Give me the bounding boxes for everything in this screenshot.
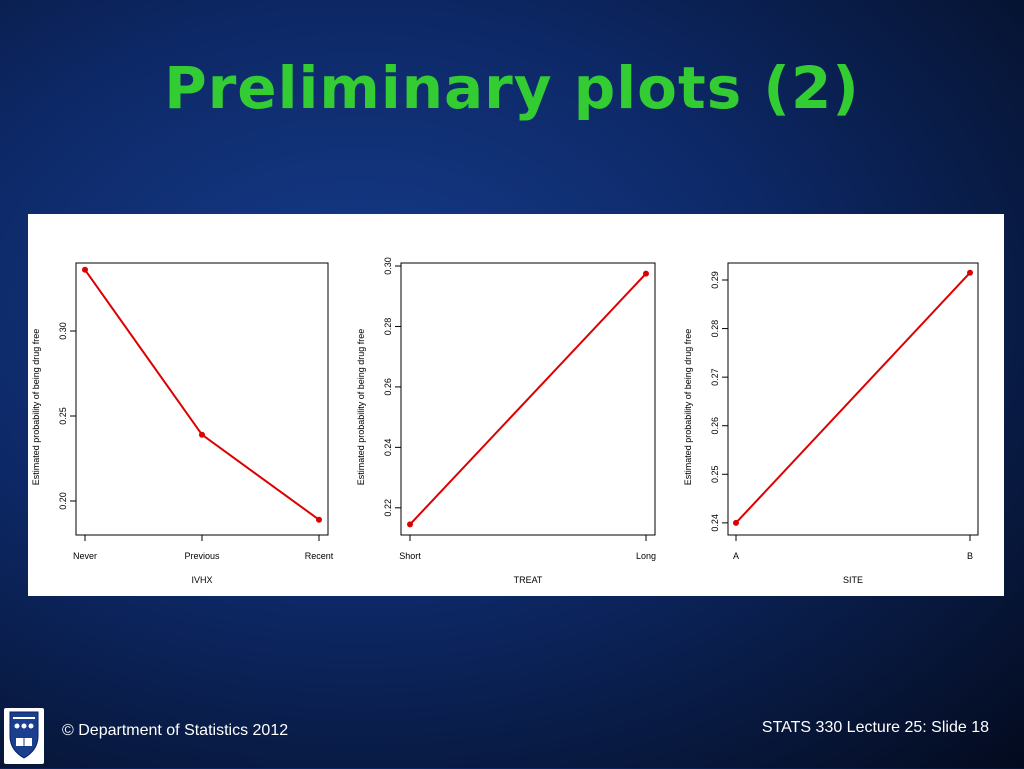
y-tick-label: 0.25 [710, 466, 720, 484]
chart-1: 0.20 0.25 0.30 Never Previous Recent IVHX Estim… [31, 262, 334, 585]
x-tick-label: A [733, 551, 739, 561]
x-tick-label: Recent [305, 551, 334, 561]
y-tick-label: 0.26 [710, 417, 720, 435]
chart-2: 0.22 0.24 0.26 0.28 0.30 Short Long TREAT Estima… [356, 257, 656, 585]
x-axis-label: SITE [843, 575, 863, 585]
chart-3: 0.24 0.25 0.26 0.27 0.28 0.29 A B SITE Estimated … [683, 262, 979, 585]
data-point [199, 431, 205, 438]
y-tick-label: 0.27 [710, 368, 720, 386]
data-point [316, 516, 322, 523]
y-tick-label: 0.30 [58, 322, 68, 340]
y-tick-label: 0.30 [383, 257, 393, 275]
y-axis-label: Estimated probability of being drug free [683, 329, 693, 486]
plot-frame [400, 262, 656, 536]
y-tick-label: 0.26 [383, 378, 393, 396]
y-tick-label: 0.25 [58, 407, 68, 425]
x-axis-label: IVHX [191, 575, 212, 585]
university-crest-icon [4, 708, 44, 764]
slide-title: Preliminary plots (2) [164, 54, 860, 122]
footer-copyright: © Department of Statistics 2012 [62, 722, 289, 739]
series-line [735, 272, 971, 524]
x-tick-label: Short [399, 551, 421, 561]
y-tick-label: 0.29 [710, 271, 720, 289]
series-line [409, 272, 647, 526]
y-tick-label: 0.28 [710, 320, 720, 338]
data-point [643, 270, 649, 277]
chart-panel: 0.20 0.25 0.30 Never Previous Recent IVHX Estim… [28, 214, 1004, 596]
data-point [82, 266, 88, 273]
y-tick-label: 0.20 [58, 492, 68, 510]
data-point [733, 519, 739, 526]
y-tick-label: 0.24 [383, 439, 393, 457]
y-tick-label: 0.24 [710, 514, 720, 532]
y-tick-label: 0.22 [383, 499, 393, 517]
data-point [407, 521, 413, 528]
plot-frame [727, 262, 979, 536]
series-line [84, 269, 320, 521]
data-point [967, 269, 973, 276]
y-tick-label: 0.28 [383, 318, 393, 336]
x-tick-label: Long [636, 551, 656, 561]
x-axis-label: TREAT [514, 575, 543, 585]
x-tick-label: Previous [184, 551, 220, 561]
y-axis-label: Estimated probability of being drug free [31, 329, 41, 486]
x-tick-label: Never [73, 551, 97, 561]
plot-frame [75, 262, 329, 536]
plots-svg: 0.20 0.25 0.30 Never Previous Recent IVHX Estim… [31, 257, 979, 585]
x-tick-label: B [967, 551, 973, 561]
y-axis-label: Estimated probability of being drug free [356, 329, 366, 486]
footer-slide-number: STATS 330 Lecture 25: Slide 18 [761, 719, 989, 736]
